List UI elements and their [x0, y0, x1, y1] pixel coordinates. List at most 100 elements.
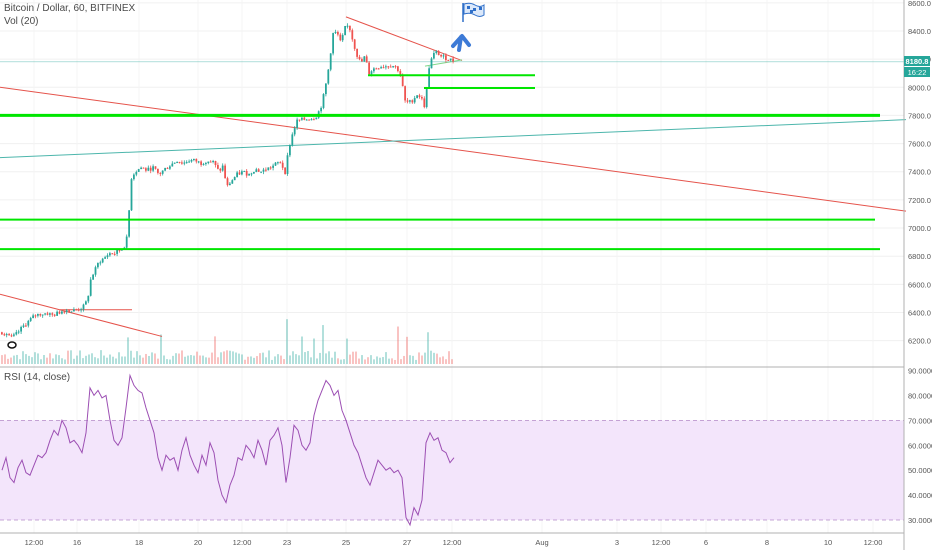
flag-check [470, 10, 473, 13]
annotations[interactable] [7, 2, 485, 349]
candle-body [77, 309, 80, 311]
candle-body [70, 311, 73, 313]
volume-bar [334, 351, 336, 364]
volume-indicator-label[interactable]: Vol (20) [4, 16, 39, 27]
price-tick-label: 7000.0 [908, 224, 931, 233]
volume-bar [46, 357, 48, 364]
time-tick-label: 12:00 [233, 538, 252, 547]
volume-bar [232, 351, 234, 364]
volume-bar [268, 350, 270, 364]
candle-body [231, 180, 234, 184]
candle-body [440, 55, 442, 57]
candle-body [224, 165, 226, 179]
candle-body [82, 304, 85, 310]
volume-bar [139, 355, 141, 364]
volume-bar [319, 352, 321, 364]
volume-bar [283, 359, 285, 364]
candle-body [128, 210, 130, 237]
volume-bar [280, 355, 282, 364]
candle-body [375, 68, 378, 70]
candle-body [377, 68, 380, 70]
volume-bar [262, 352, 264, 364]
candle-body [15, 332, 18, 335]
candle-body [308, 119, 310, 121]
volume-bar [76, 355, 78, 364]
volume-bar [214, 336, 216, 364]
rsi-tick-label: 50.0000 [908, 466, 932, 475]
candle-body [262, 169, 265, 172]
candle-body [80, 309, 82, 311]
circle-marker-icon [7, 341, 17, 349]
volume-bar [220, 352, 222, 364]
volume-bar [394, 359, 396, 364]
volume-bar [127, 337, 129, 364]
candle-body [392, 66, 394, 68]
time-tick-label: 12:00 [864, 538, 883, 547]
candle-body [255, 169, 258, 172]
candle-body [437, 51, 440, 56]
volume-bar [172, 355, 174, 364]
candle-body [207, 161, 210, 164]
volume-bar [184, 356, 186, 364]
volume-bar [226, 350, 228, 364]
candle-body [200, 161, 202, 165]
volume-bar [175, 353, 177, 364]
candle-body [351, 30, 354, 40]
candle-body [397, 66, 399, 72]
volume-bar [439, 357, 441, 364]
candle-body [238, 172, 241, 175]
volume-bar [292, 351, 294, 364]
candle-body [25, 325, 27, 327]
volume-bar [52, 358, 54, 364]
candle-body [296, 119, 298, 129]
candle-body [212, 161, 214, 163]
volume-bar [196, 351, 198, 364]
volume-bar [160, 334, 162, 364]
volume-bar [193, 355, 195, 364]
candle-body [243, 170, 246, 172]
arrow-shape [451, 34, 471, 52]
volume-bar [265, 357, 267, 364]
volume-bar [142, 357, 144, 364]
time-tick-label: 12:00 [25, 538, 44, 547]
trendlines[interactable] [0, 16, 907, 337]
candle-body [411, 100, 414, 103]
candle-body [250, 173, 253, 175]
volume-bar [400, 359, 402, 364]
volume-bar [55, 354, 57, 364]
candle-body [425, 87, 428, 108]
candle-body [452, 58, 454, 62]
candle-body [418, 95, 421, 98]
candle-body [339, 34, 342, 41]
price-tick-label: 8400.0 [908, 27, 931, 36]
candle-body [303, 117, 306, 120]
volume-bar [28, 355, 30, 364]
volume-bar [352, 351, 354, 364]
candle-body [337, 31, 339, 35]
candle-body [149, 167, 152, 171]
candle-body [61, 311, 63, 314]
price-tick-label: 7400.0 [908, 168, 931, 177]
candle-body [34, 315, 37, 317]
candle-body [171, 163, 174, 167]
price-tick-label: 6200.0 [908, 337, 931, 346]
candle-body [291, 134, 294, 146]
rsi-indicator-label[interactable]: RSI (14, close) [4, 372, 71, 383]
symbol-title[interactable]: Bitcoin / Dollar, 60, BITFINEX [4, 3, 136, 14]
candle-body [401, 75, 404, 87]
volume-bar [124, 356, 126, 364]
volume-bar [247, 356, 249, 364]
volume-bar [178, 353, 180, 364]
candle-body [334, 31, 337, 34]
volume-bar [187, 355, 189, 364]
volume-bar [37, 353, 39, 364]
flag-icon [462, 2, 485, 22]
support-lines[interactable] [0, 74, 880, 251]
time-tick-label: 3 [615, 538, 619, 547]
candle-body [245, 170, 248, 176]
candle-body [205, 163, 207, 165]
volume-bar [145, 353, 147, 364]
candle-body [39, 313, 42, 316]
